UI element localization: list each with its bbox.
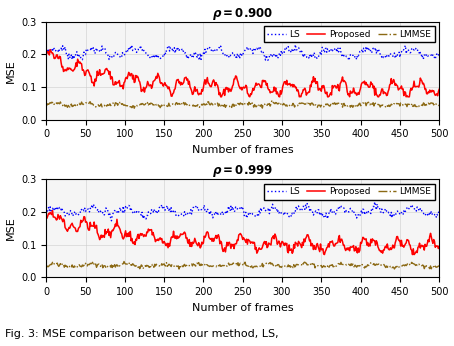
Proposed [322,253,327,257]
Title: $\boldsymbol{\rho = 0.900}$: $\boldsymbol{\rho = 0.900}$ [212,6,273,21]
LS [278,211,284,215]
LS [257,211,263,216]
LMMSE [132,106,137,110]
LMMSE [367,263,373,267]
X-axis label: Number of frames: Number of frames [192,303,294,313]
LS [44,209,50,213]
Line: LS: LS [47,202,439,221]
Proposed [258,85,263,89]
LMMSE [279,264,285,268]
LMMSE [436,264,442,268]
LS [257,47,262,51]
Proposed [218,95,223,99]
Proposed [44,216,50,220]
LS [232,210,237,214]
Line: Proposed: Proposed [47,211,439,255]
Proposed [232,247,237,251]
LS [429,209,434,213]
LMMSE [367,103,373,107]
LS [293,43,298,47]
LS [44,48,50,52]
LS [367,46,373,51]
LS [346,58,351,62]
LS [436,50,442,54]
LS [231,53,236,57]
Proposed [429,235,434,239]
Title: $\boldsymbol{\rho = 0.999}$: $\boldsymbol{\rho = 0.999}$ [212,163,273,179]
X-axis label: Number of frames: Number of frames [192,145,294,155]
LMMSE [121,260,127,264]
LMMSE [436,103,442,107]
LMMSE [176,267,182,271]
Proposed [436,87,442,91]
Proposed [257,247,263,251]
LMMSE [232,101,237,106]
LMMSE [44,264,50,268]
Proposed [367,244,373,248]
Y-axis label: MSE: MSE [5,217,15,240]
Line: LMMSE: LMMSE [47,100,439,108]
LMMSE [232,262,237,266]
LMMSE [44,103,50,108]
Proposed [436,244,442,248]
Proposed [47,48,53,52]
Legend: LS, Proposed, LMMSE: LS, Proposed, LMMSE [264,26,434,42]
LS [233,54,238,58]
Proposed [234,78,240,82]
Proposed [234,242,239,246]
Proposed [50,209,55,213]
LMMSE [429,101,434,105]
Proposed [278,242,284,246]
LS [234,207,239,211]
LMMSE [258,103,263,107]
Y-axis label: MSE: MSE [5,59,15,82]
LS [109,219,114,223]
LS [436,208,442,212]
LS [372,200,377,204]
Line: Proposed: Proposed [47,50,439,97]
Legend: LS, Proposed, LMMSE: LS, Proposed, LMMSE [264,184,434,200]
Line: LMMSE: LMMSE [47,262,439,269]
LMMSE [279,101,285,106]
LMMSE [205,98,211,102]
Text: Fig. 3: MSE comparison between our method, LS,: Fig. 3: MSE comparison between our metho… [5,329,278,339]
LS [278,53,283,57]
Proposed [367,85,373,89]
Proposed [44,49,50,53]
LS [429,53,434,57]
Proposed [279,89,285,93]
LS [366,209,372,213]
Proposed [232,77,237,81]
LMMSE [429,267,434,271]
LMMSE [258,264,263,268]
Line: LS: LS [47,45,439,60]
Proposed [429,90,434,94]
LMMSE [234,264,240,268]
LMMSE [234,103,240,107]
